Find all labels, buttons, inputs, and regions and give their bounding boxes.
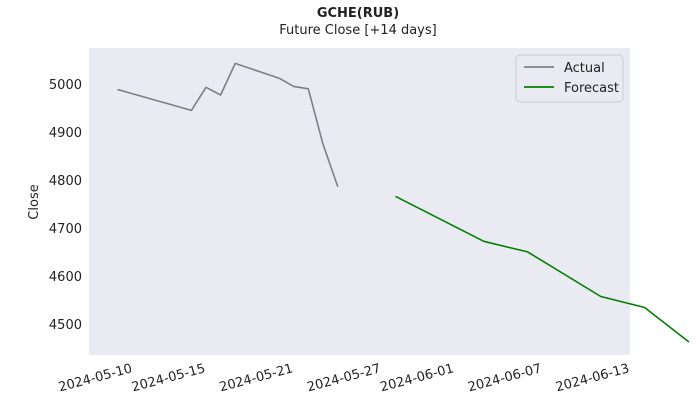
- y-tick-label: 4900: [49, 126, 82, 141]
- x-tick-label: 2024-05-27: [306, 361, 383, 395]
- x-tick-label: 2024-05-15: [130, 361, 207, 395]
- y-tick-label: 4800: [49, 174, 82, 189]
- series-layer: [117, 62, 690, 343]
- y-tick-label: 4500: [49, 318, 82, 333]
- y-tick-label: 5000: [49, 78, 82, 93]
- x-tick-label: 2024-05-21: [218, 361, 295, 395]
- series-line-actual: [117, 62, 339, 187]
- x-tick-label: 2024-05-10: [57, 361, 134, 395]
- y-axis-label: Close: [27, 184, 42, 219]
- series-line-forecast: [395, 195, 690, 343]
- chart-title: GCHE(RUB): [317, 6, 399, 21]
- y-tick-label: 4600: [49, 270, 82, 285]
- y-axis: 4500 4600 4700 4800 4900 5000: [49, 78, 82, 333]
- legend-label: Actual: [564, 61, 605, 76]
- x-tick-label: 2024-06-13: [554, 361, 631, 395]
- legend: Actual Forecast: [515, 54, 624, 103]
- x-tick-label: 2024-06-07: [466, 361, 543, 395]
- y-tick-label: 4700: [49, 222, 82, 237]
- x-tick-label: 2024-06-01: [379, 361, 456, 395]
- chart-subtitle: Future Close [+14 days]: [279, 23, 436, 38]
- legend-label: Forecast: [564, 81, 619, 96]
